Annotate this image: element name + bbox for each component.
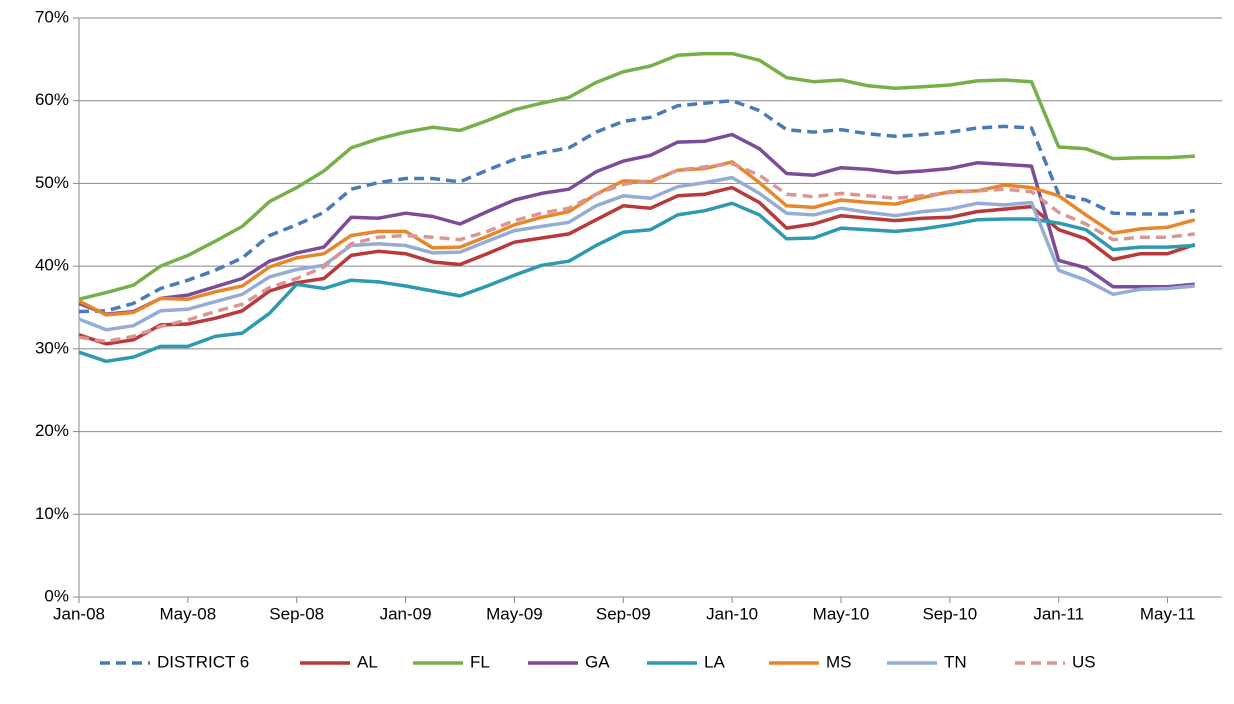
series-line bbox=[78, 175, 1195, 332]
x-tick-label: May-08 bbox=[160, 604, 217, 623]
series-line bbox=[78, 160, 1196, 317]
x-tick-label: Sep-08 bbox=[269, 604, 324, 623]
x-tick-label: May-10 bbox=[813, 604, 870, 623]
series-line bbox=[78, 161, 1196, 344]
legend-label: DISTRICT 6 bbox=[157, 652, 249, 671]
series-line bbox=[78, 132, 1195, 316]
x-tick-label: Sep-09 bbox=[596, 604, 651, 623]
x-tick-label: Jan-09 bbox=[380, 604, 432, 623]
legend-label: FL bbox=[470, 652, 490, 671]
x-tick-label: Jan-10 bbox=[706, 604, 758, 623]
legend-label: MS bbox=[826, 652, 852, 671]
legend-label: TN bbox=[944, 652, 967, 671]
series-line bbox=[78, 51, 1195, 301]
legend-label: GA bbox=[585, 652, 610, 671]
y-tick-label: 50% bbox=[35, 173, 69, 192]
y-tick-label: 60% bbox=[35, 90, 69, 109]
x-tick-label: May-11 bbox=[1140, 604, 1195, 623]
y-tick-label: 10% bbox=[35, 504, 69, 523]
y-tick-label: 0% bbox=[44, 586, 69, 605]
series-line bbox=[78, 201, 1195, 364]
x-tick-label: Sep-10 bbox=[922, 604, 977, 623]
legend-label: LA bbox=[704, 652, 725, 671]
x-tick-label: May-09 bbox=[486, 604, 543, 623]
x-tick-label: Jan-11 bbox=[1033, 604, 1084, 623]
series-line bbox=[78, 185, 1196, 346]
legend-label: AL bbox=[357, 652, 378, 671]
y-tick-label: 70% bbox=[35, 7, 69, 26]
legend-label: US bbox=[1072, 652, 1096, 671]
y-tick-label: 30% bbox=[35, 338, 69, 357]
y-tick-label: 20% bbox=[35, 421, 69, 440]
y-tick-label: 40% bbox=[35, 256, 69, 275]
x-tick-label: Jan-08 bbox=[53, 604, 105, 623]
